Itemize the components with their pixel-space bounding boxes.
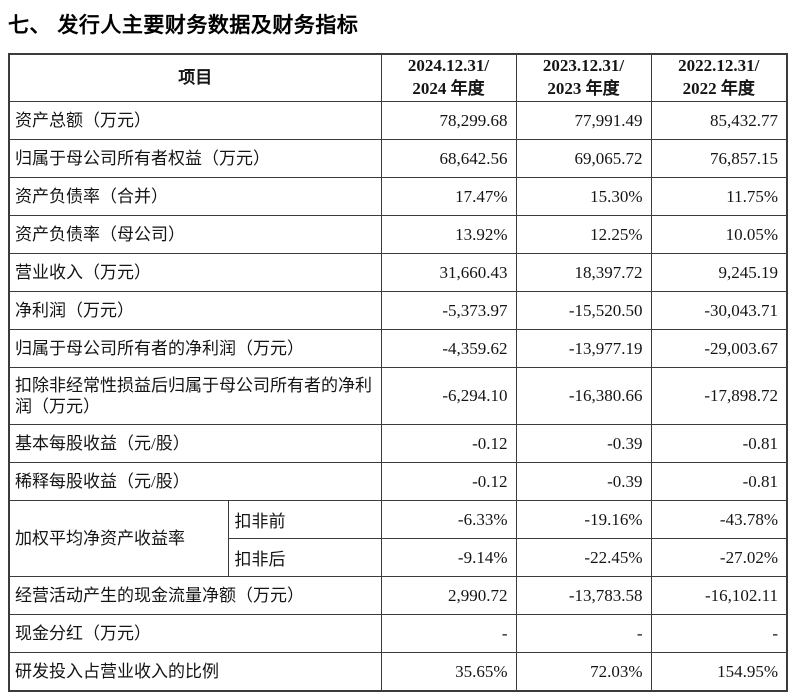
cell-value: 154.95%: [650, 652, 788, 692]
cell-value: -19.16%: [515, 500, 652, 539]
table-header-row: 项目 2024.12.31/ 2024 年度 2023.12.31/ 2023 …: [8, 53, 788, 102]
cell-value: -16,102.11: [650, 576, 788, 615]
cell-value: -0.39: [515, 424, 652, 463]
cell-value: -6.33%: [380, 500, 517, 539]
cell-value: 18,397.72: [515, 253, 652, 292]
cell-value: 68,642.56: [380, 139, 517, 178]
row-label: 营业收入（万元）: [8, 253, 382, 292]
cell-value: -: [380, 614, 517, 653]
table-row-roe-after: 扣非后 -9.14% -22.45% -27.02%: [9, 538, 788, 577]
cell-value: -0.81: [650, 424, 788, 463]
table-row-cash-dividend: 现金分红（万元） - - -: [8, 614, 788, 653]
cell-value: -6,294.10: [380, 367, 517, 425]
period-line1: 2023.12.31/: [542, 56, 625, 76]
cell-value: -: [515, 614, 652, 653]
cell-value: 72.03%: [515, 652, 652, 692]
row-label-roe-group: 加权平均净资产收益率: [8, 500, 229, 577]
table-row-deducted-net-profit: 扣除非经常性损益后归属于母公司所有者的净利润（万元） -6,294.10 -16…: [8, 367, 788, 425]
row-label: 扣除非经常性损益后归属于母公司所有者的净利润（万元）: [8, 367, 382, 425]
cell-value: 15.30%: [515, 177, 652, 216]
cell-value: 13.92%: [380, 215, 517, 254]
cell-value: -22.45%: [515, 538, 652, 577]
table-row-parent-equity: 归属于母公司所有者权益（万元） 68,642.56 69,065.72 76,8…: [8, 139, 788, 178]
financial-data-table: 项目 2024.12.31/ 2024 年度 2023.12.31/ 2023 …: [8, 53, 788, 692]
cell-value: -0.81: [650, 462, 788, 501]
cell-value: -43.78%: [650, 500, 788, 539]
row-sublabel: 扣非前: [227, 500, 382, 539]
header-period-2022: 2022.12.31/ 2022 年度: [650, 53, 788, 102]
cell-value: 78,299.68: [380, 101, 517, 140]
cell-value: 10.05%: [650, 215, 788, 254]
table-row-net-profit: 净利润（万元） -5,373.97 -15,520.50 -30,043.71: [8, 291, 788, 330]
cell-value: 9,245.19: [650, 253, 788, 292]
cell-value: 69,065.72: [515, 139, 652, 178]
cell-value: -16,380.66: [515, 367, 652, 425]
period-line2: 2023 年度: [547, 79, 620, 98]
row-label: 研发投入占营业收入的比例: [8, 652, 382, 692]
row-label: 资产总额（万元）: [8, 101, 382, 140]
header-period-2024: 2024.12.31/ 2024 年度: [380, 53, 517, 102]
cell-value: 85,432.77: [650, 101, 788, 140]
period-line2: 2022 年度: [682, 79, 755, 98]
period-line1: 2022.12.31/: [678, 56, 760, 76]
cell-value: -0.12: [380, 462, 517, 501]
table-row-roe-before: 加权平均净资产收益率 扣非前 -6.33% -19.16% -43.78%: [8, 500, 788, 577]
header-item: 项目: [8, 53, 382, 102]
period-line2: 2024 年度: [412, 79, 485, 98]
row-label: 现金分红（万元）: [8, 614, 382, 653]
cell-value: 77,991.49: [515, 101, 652, 140]
cell-value: 2,990.72: [380, 576, 517, 615]
row-label: 基本每股收益（元/股）: [8, 424, 382, 463]
document-page: 七、 发行人主要财务数据及财务指标 项目 2024.12.31/ 2024 年度…: [8, 14, 788, 692]
table-row-rd-ratio: 研发投入占营业收入的比例 35.65% 72.03% 154.95%: [8, 652, 788, 692]
cell-value: 17.47%: [380, 177, 517, 216]
table-row-debt-ratio-parent: 资产负债率（母公司） 13.92% 12.25% 10.05%: [8, 215, 788, 254]
cell-value: -: [650, 614, 788, 653]
table-row-total-assets: 资产总额（万元） 78,299.68 77,991.49 85,432.77: [8, 101, 788, 140]
table-row-basic-eps: 基本每股收益（元/股） -0.12 -0.39 -0.81: [8, 424, 788, 463]
cell-value: 31,660.43: [380, 253, 517, 292]
row-label: 归属于母公司所有者权益（万元）: [8, 139, 382, 178]
row-label: 归属于母公司所有者的净利润（万元）: [8, 329, 382, 368]
row-label: 净利润（万元）: [8, 291, 382, 330]
cell-value: -13,783.58: [515, 576, 652, 615]
table-row-revenue: 营业收入（万元） 31,660.43 18,397.72 9,245.19: [8, 253, 788, 292]
cell-value: -0.39: [515, 462, 652, 501]
cell-value: -27.02%: [650, 538, 788, 577]
row-label: 稀释每股收益（元/股）: [8, 462, 382, 501]
cell-value: -29,003.67: [650, 329, 788, 368]
cell-value: 11.75%: [650, 177, 788, 216]
section-title: 七、 发行人主要财务数据及财务指标: [8, 14, 359, 37]
period-line1: 2024.12.31/: [407, 56, 490, 76]
table-row-parent-net-profit: 归属于母公司所有者的净利润（万元） -4,359.62 -13,977.19 -…: [8, 329, 788, 368]
cell-value: -15,520.50: [515, 291, 652, 330]
row-label: 资产负债率（合并）: [8, 177, 382, 216]
table-row-operating-cash-flow: 经营活动产生的现金流量净额（万元） 2,990.72 -13,783.58 -1…: [8, 576, 788, 615]
cell-value: 12.25%: [515, 215, 652, 254]
cell-value: 76,857.15: [650, 139, 788, 178]
cell-value: -4,359.62: [380, 329, 517, 368]
cell-value: -17,898.72: [650, 367, 788, 425]
cell-value: -0.12: [380, 424, 517, 463]
row-sublabel: 扣非后: [227, 538, 382, 577]
header-period-2023: 2023.12.31/ 2023 年度: [515, 53, 652, 102]
cell-value: 35.65%: [380, 652, 517, 692]
cell-value: -30,043.71: [650, 291, 788, 330]
row-label: 经营活动产生的现金流量净额（万元）: [8, 576, 382, 615]
cell-value: -9.14%: [380, 538, 517, 577]
cell-value: -5,373.97: [380, 291, 517, 330]
table-row-debt-ratio-consolidated: 资产负债率（合并） 17.47% 15.30% 11.75%: [8, 177, 788, 216]
table-row-diluted-eps: 稀释每股收益（元/股） -0.12 -0.39 -0.81: [8, 462, 788, 501]
row-label: 资产负债率（母公司）: [8, 215, 382, 254]
cell-value: -13,977.19: [515, 329, 652, 368]
